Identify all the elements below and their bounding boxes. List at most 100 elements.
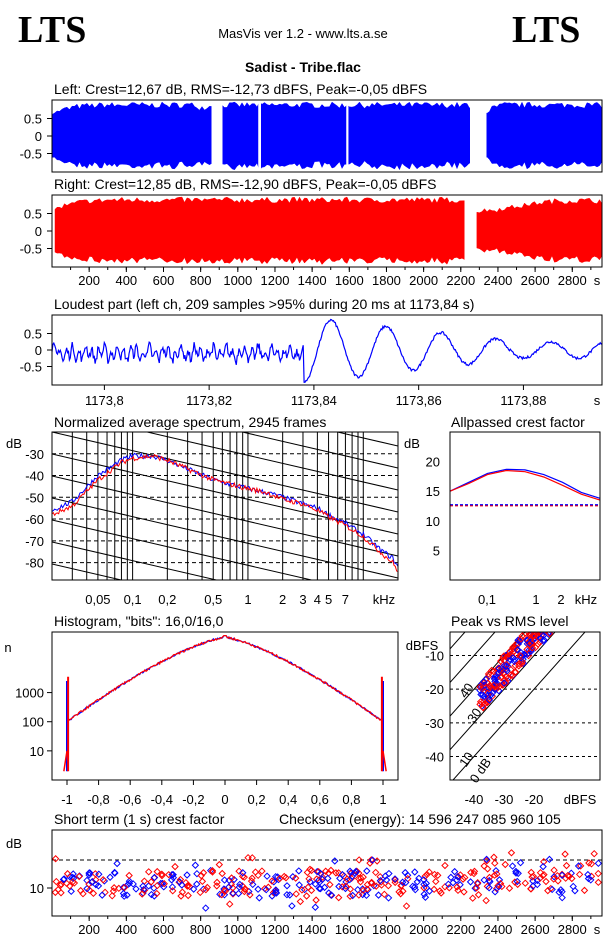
peakrms-point bbox=[491, 677, 499, 686]
spectrum-slope-line bbox=[52, 432, 398, 513]
peakrms-point bbox=[537, 632, 545, 636]
shortterm-point bbox=[491, 859, 499, 867]
peakrms-point bbox=[517, 654, 525, 662]
peakrms-xtick-label: -40 bbox=[465, 792, 484, 807]
peakrms-point bbox=[525, 639, 534, 648]
peakrms-point bbox=[524, 651, 533, 660]
peakrms-point bbox=[503, 667, 511, 675]
left-wave-gap bbox=[258, 100, 261, 172]
shortterm-point bbox=[367, 879, 376, 888]
peakrms-point bbox=[526, 641, 534, 649]
time-axis-bottom-xtick-label: 400 bbox=[115, 922, 137, 937]
app-title: MasVis ver 1.2 - www.lts.a.se bbox=[218, 26, 388, 41]
shortterm-point bbox=[449, 879, 457, 887]
shortterm-point bbox=[221, 887, 230, 895]
histogram-xtick-label: 0,2 bbox=[248, 792, 266, 807]
shortterm-point bbox=[85, 871, 93, 879]
shortterm-point bbox=[106, 873, 114, 881]
shortterm-point bbox=[169, 870, 177, 879]
shortterm-point bbox=[144, 882, 153, 890]
peakrms-xlabel: dBFS bbox=[564, 792, 597, 807]
peakrms-point bbox=[537, 632, 539, 633]
peakrms-diagonal bbox=[450, 632, 526, 717]
peakrms-point bbox=[536, 632, 544, 636]
loudest-title: Loudest part (left ch, 209 samples >95% … bbox=[54, 296, 475, 312]
peakrms-ylabel: dBFS bbox=[406, 638, 439, 653]
shortterm-point bbox=[76, 886, 85, 895]
lts-logo-left: LTS bbox=[18, 9, 87, 51]
shortterm-point bbox=[298, 886, 306, 894]
shortterm-point bbox=[432, 877, 440, 886]
spectrum-ytick-label: -40 bbox=[25, 469, 44, 484]
left-wave-ytick-label: 0 bbox=[35, 129, 42, 144]
shortterm-point bbox=[52, 877, 61, 886]
shortterm-point bbox=[191, 861, 200, 869]
right-wave-gap bbox=[464, 195, 477, 267]
right-wave-ytick-label: 0 bbox=[35, 224, 42, 239]
shortterm-point bbox=[129, 880, 137, 888]
shortterm-point bbox=[495, 882, 503, 891]
peakrms-point bbox=[509, 643, 517, 652]
shortterm-point bbox=[272, 889, 281, 897]
shortterm-point bbox=[51, 855, 60, 863]
peakrms-point bbox=[517, 635, 525, 643]
shortterm-point bbox=[480, 862, 488, 870]
loudest-xtick-label: 1173,82 bbox=[186, 393, 232, 408]
shortterm-point bbox=[580, 886, 589, 895]
shortterm-point bbox=[108, 892, 116, 900]
peakrms-point bbox=[490, 681, 498, 690]
shortterm-point bbox=[292, 890, 300, 898]
shortterm-point bbox=[355, 891, 363, 899]
shortterm-point bbox=[334, 893, 343, 902]
shortterm-point bbox=[445, 884, 453, 892]
peakrms-point bbox=[537, 621, 543, 627]
loudest-ytick-label: 0.5 bbox=[24, 327, 42, 342]
shortterm-point bbox=[332, 869, 340, 877]
shortterm-point bbox=[336, 874, 344, 883]
shortterm-point bbox=[75, 872, 83, 881]
shortterm-point bbox=[584, 870, 592, 879]
shortterm-point bbox=[347, 874, 356, 883]
spectrum-xtick-label: 4 bbox=[314, 592, 321, 607]
shortterm-point bbox=[178, 881, 186, 889]
shortterm-point bbox=[169, 887, 177, 895]
shortterm-point bbox=[454, 886, 462, 895]
peakrms-point bbox=[544, 623, 550, 629]
shortterm-point bbox=[466, 878, 475, 886]
peakrms-point bbox=[485, 696, 494, 704]
histogram-xtick-label: -1 bbox=[61, 792, 73, 807]
shortterm-point bbox=[125, 871, 133, 880]
shortterm-point bbox=[398, 878, 407, 886]
spectrum-ytick-label: -60 bbox=[25, 512, 44, 527]
peakrms-point bbox=[545, 625, 551, 631]
crest-xtick-label: 2 bbox=[557, 592, 564, 607]
spectrum-xtick-label: 7 bbox=[342, 592, 349, 607]
shortterm-point bbox=[198, 877, 207, 886]
crest-title: Allpassed crest factor bbox=[451, 414, 585, 430]
shortterm-point bbox=[236, 880, 244, 889]
shortterm-point bbox=[491, 888, 499, 896]
histogram-ylabel: n bbox=[4, 640, 11, 655]
peakrms-point bbox=[547, 625, 553, 631]
time-axis-bottom-xtick-label: 2000 bbox=[409, 922, 438, 937]
histogram-xtick-label: -0,6 bbox=[119, 792, 141, 807]
peakrms-point bbox=[547, 619, 553, 625]
shortterm-point bbox=[91, 870, 100, 878]
peakrms-point bbox=[547, 624, 553, 630]
loudest-xtick-label: 1173,88 bbox=[500, 393, 546, 408]
shortterm-point bbox=[147, 890, 156, 899]
shortterm-point bbox=[295, 867, 303, 875]
shortterm-point bbox=[341, 884, 350, 893]
shortterm-point bbox=[402, 878, 410, 887]
shortterm-point bbox=[283, 882, 291, 890]
shortterm-point bbox=[59, 875, 68, 884]
histogram-xtick-label: -0,4 bbox=[151, 792, 173, 807]
shortterm-point bbox=[248, 854, 256, 862]
left-wave-gap bbox=[346, 100, 349, 172]
spectrum-slope-line bbox=[52, 300, 398, 380]
time-axis-bottom-xtick-label: 200 bbox=[78, 922, 100, 937]
peakrms-point bbox=[484, 696, 493, 704]
shortterm-point bbox=[208, 868, 217, 876]
shortterm-point bbox=[241, 885, 250, 893]
shortterm-point bbox=[507, 849, 516, 857]
